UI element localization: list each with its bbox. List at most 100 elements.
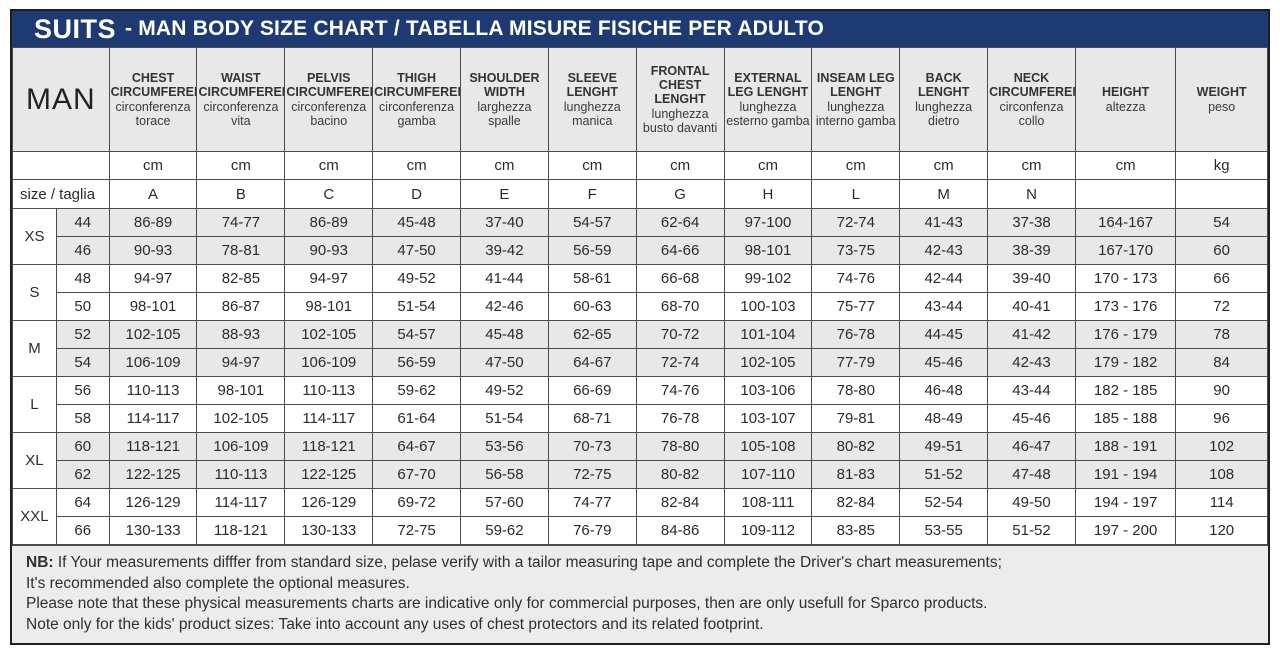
measurement-cell: 74-77 [547,488,637,517]
size-number: 56 [55,376,110,405]
size-table: MAN CHEST CIRCUMFERENCEcirconferenza tor… [12,47,1268,545]
measurement-cell: 64-67 [547,348,637,377]
size-number: 54 [55,348,110,377]
measurement-cell: 98-101 [723,236,813,265]
notes-box: NB: If Your measurements difffer from st… [12,545,1268,644]
units-row: cm cm cm cm cm cm cm cm cm cm cm cm kg [12,151,1268,180]
size-row-64: XXL 64 126-129 114-117 126-129 69-72 57-60 74-7… [12,488,1268,545]
measurement-cell: 47-50 [372,236,461,265]
measurement-cell: 46-48 [899,376,989,405]
column-name-it: lunghezza esterno gamba [726,100,810,128]
column-header-13: WEIGHT peso [1175,47,1268,152]
column-name-it: circonferenza bacino [291,100,367,128]
column-name-en: THIGH CIRCUMFERENCE [374,71,459,99]
size-row-50: 50 98-101 86-87 98-101 51-54 42-46 60-63 68-70 1… [13,292,1268,321]
unit-cell: cm [1074,151,1177,180]
measurement-cell: 72-74 [811,208,901,237]
measurement-cell: 53-55 [899,516,989,545]
column-name-it: circonfenza collo [999,100,1064,128]
measurement-cell: 66-69 [547,376,637,405]
units-blank-cell [12,151,110,180]
unit-cell: cm [372,151,461,180]
column-header-1: CHEST CIRCUMFERENCEcirconferenza torace [108,47,198,152]
measurement-cell: 57-60 [460,488,549,517]
measurement-cell: 109-112 [723,516,813,545]
measurement-cell: 62-64 [635,208,725,237]
size-row-48: S 48 94-97 82-85 94-97 49-52 41-44 58-61 66-68 99… [12,264,1268,321]
measurement-cell: 69-72 [372,488,461,517]
measurement-cell: 120 [1175,516,1268,545]
measurement-cell: 49-50 [987,488,1076,517]
column-header-8: EXTERNAL LEG LENGHT lunghezza esterno gam… [723,47,813,152]
measurement-cell: 188 - 191 [1074,432,1177,461]
measurement-cell: 41-44 [460,264,549,293]
measurement-cell: 176 - 179 [1074,320,1177,349]
measurement-cell: 101-104 [723,320,813,349]
measurement-cell: 86-89 [108,208,198,237]
column-name-it: peso [1208,100,1236,114]
size-row-62: 62 122-125 110-113 122-125 67-70 56-58 72-75 80… [13,460,1268,489]
note-line-2: It's recommended also complete the optio… [26,574,410,592]
column-name-en: HEIGHT [1101,85,1150,99]
measurement-cell: 179 - 182 [1074,348,1177,377]
measurement-cell: 78-81 [196,236,286,265]
measurement-cell: 42-46 [460,292,549,321]
measurement-cell: 90-93 [108,236,198,265]
measurement-cell: 99-102 [723,264,813,293]
size-row-52: M 52 102-105 88-93 102-105 54-57 45-48 62-65 70-… [12,320,1268,377]
measurement-cell: 110-113 [284,376,374,405]
measurement-cell: 167-170 [1074,236,1177,265]
column-name-en: NECK CIRCUMFERENCE [989,71,1074,99]
column-name-en: SLEEVE LENGHT [566,71,618,99]
measurement-cell: 106-109 [108,348,198,377]
measurement-cell: 67-70 [372,460,461,489]
measurement-cell: 182 - 185 [1074,376,1177,405]
column-name-en: SHOULDER WIDTH [469,71,540,99]
measurement-cell: 86-87 [196,292,286,321]
column-header-9: INSEAM LEG LENGHT lunghezza interno gamba [811,47,901,152]
measurement-cell: 197 - 200 [1074,516,1177,545]
measurement-cell: 185 - 188 [1074,404,1177,433]
measurement-cell: 75-77 [811,292,901,321]
measurement-cell: 78-80 [811,376,901,405]
measurement-cell: 64-67 [372,432,461,461]
measurement-cell: 78 [1175,320,1268,349]
measurement-cell: 51-52 [987,516,1076,545]
column-name-it: lunghezza dietro [915,100,973,128]
size-number: 58 [55,404,110,433]
letter-cell: C [284,179,374,209]
measurement-cell: 130-133 [108,516,198,545]
column-name-en: WAIST CIRCUMFERENCE [198,71,283,99]
measurement-cell: 38-39 [987,236,1076,265]
size-row-54: 54 106-109 94-97 106-109 56-59 47-50 64-67 72-7… [13,348,1268,377]
column-name-it: circonferenza torace [115,100,191,128]
measurement-cell: 54 [1175,208,1268,237]
chart-title-bar: SUITS - MAN BODY SIZE CHART / TABELLA MI… [12,11,1268,47]
measurement-cell: 88-93 [196,320,286,349]
column-name-en: CHEST CIRCUMFERENCE [110,71,196,99]
measurement-cell: 49-52 [372,264,461,293]
measurement-cell: 107-110 [723,460,813,489]
measurement-cell: 106-109 [284,348,374,377]
measurement-cell: 102-105 [284,320,374,349]
size-number: 46 [55,236,110,265]
measurement-cell: 54-57 [372,320,461,349]
measurement-cell: 97-100 [723,208,813,237]
measurement-cell: 41-43 [899,208,989,237]
measurement-cell: 59-62 [460,516,549,545]
measurement-cell: 59-62 [372,376,461,405]
measurement-cell: 46-47 [987,432,1076,461]
measurement-cell: 42-43 [899,236,989,265]
unit-cell: cm [284,151,374,180]
measurement-cell: 118-121 [108,432,198,461]
size-number: 66 [55,516,110,545]
measurement-cell: 61-64 [372,404,461,433]
column-header-7: FRONTAL CHEST LENGHT lunghezza busto dava… [635,47,725,152]
column-name-en: PELVIS CIRCUMFERENCE [286,71,371,99]
measurement-cell: 37-40 [460,208,549,237]
measurement-cell: 74-77 [196,208,286,237]
product-title: SUITS [34,13,117,44]
measurement-cell: 73-75 [811,236,901,265]
column-name-en: BACK LENGHT [917,71,970,99]
